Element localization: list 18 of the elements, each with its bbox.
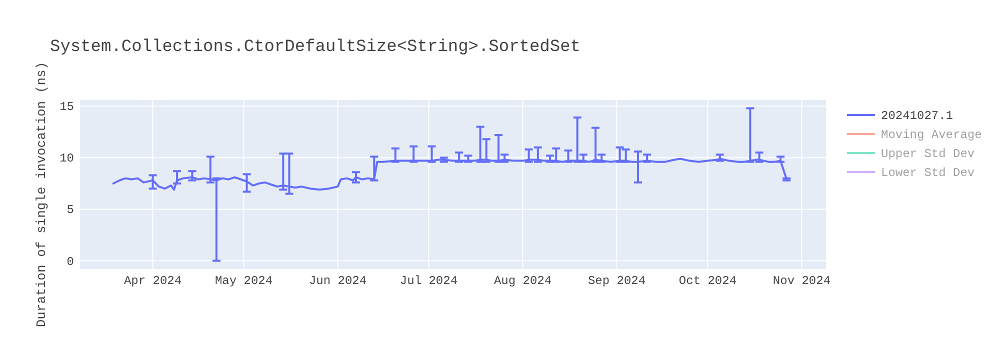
y-axis-title: Duration of single invocation (ns) <box>34 62 49 328</box>
x-tick-label: Nov 2024 <box>772 274 831 288</box>
legend-label: Moving Average <box>881 128 982 142</box>
chart-title: System.Collections.CtorDefaultSize<String>.SortedSet <box>50 38 580 57</box>
y-tick-label: 15 <box>60 100 74 114</box>
y-tick-label: 5 <box>66 203 74 218</box>
y-tick-label: 0 <box>66 254 74 269</box>
x-tick-label: Jun 2024 <box>308 274 367 288</box>
x-tick-label: Oct 2024 <box>678 274 737 288</box>
x-tick-label: Sep 2024 <box>588 274 646 288</box>
legend-label: Upper Std Dev <box>881 147 975 161</box>
x-tick-label: Jul 2024 <box>400 274 458 288</box>
x-tick-label: May 2024 <box>214 274 273 288</box>
legend-label: 20241027.1 <box>881 109 954 123</box>
x-tick-label: Aug 2024 <box>494 274 552 288</box>
y-tick-label: 10 <box>60 152 74 166</box>
x-tick-label: Apr 2024 <box>124 274 182 288</box>
legend-label: Lower Std Dev <box>881 166 975 180</box>
